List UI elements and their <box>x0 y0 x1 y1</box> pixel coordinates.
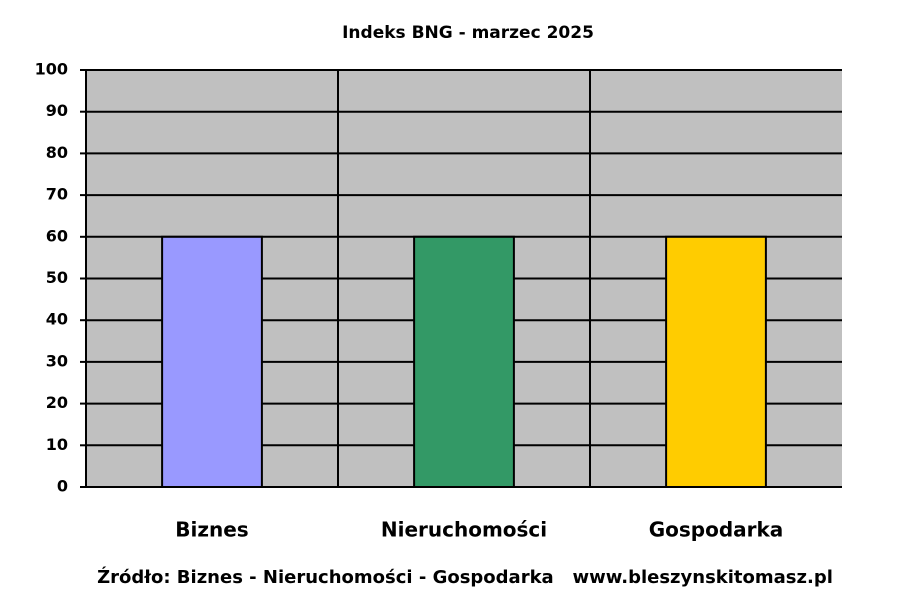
y-tick-label: 0 <box>57 477 68 496</box>
bar <box>665 235 767 488</box>
x-tick-label: Gospodarka <box>649 518 784 542</box>
y-tick-label: 60 <box>46 226 68 245</box>
y-tick-label: 100 <box>35 60 68 79</box>
y-tick-label: 90 <box>46 101 68 120</box>
y-tick-label: 10 <box>46 435 68 454</box>
y-tick-label: 20 <box>46 393 68 412</box>
y-tick-label: 40 <box>46 310 68 329</box>
y-tick-label: 50 <box>46 268 68 287</box>
x-tick-label: Nieruchomości <box>381 518 547 542</box>
chart-title: Indeks BNG - marzec 2025 <box>342 23 594 43</box>
y-tick-label: 80 <box>46 143 68 162</box>
source-note: Źródło: Biznes - Nieruchomości - Gospoda… <box>97 566 833 588</box>
y-tick-label: 70 <box>46 185 68 204</box>
x-tick-label: Biznes <box>175 518 248 542</box>
bar <box>161 235 263 488</box>
bar <box>413 235 515 488</box>
y-tick-label: 30 <box>46 351 68 370</box>
